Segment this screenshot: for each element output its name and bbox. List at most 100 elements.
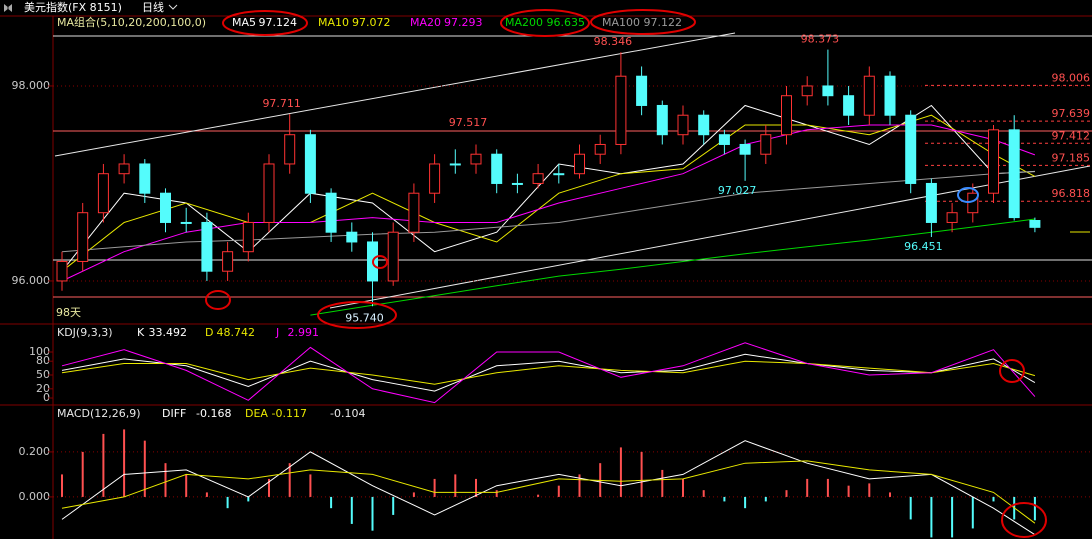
- y-tick-label: 50: [36, 368, 50, 381]
- macd-bar: [288, 463, 291, 497]
- price-annotation: 98.346: [594, 35, 633, 48]
- candle-body: [532, 173, 544, 184]
- macd-bar: [1033, 496, 1036, 521]
- indicator-line: [61, 124, 1036, 282]
- candle-body: [387, 231, 399, 282]
- macd-bar: [578, 474, 581, 497]
- price-annotation: 97.027: [718, 184, 757, 197]
- candle-body: [56, 260, 68, 282]
- switch-icon[interactable]: [4, 4, 12, 12]
- indicator-line: [61, 440, 1036, 536]
- macd-bar: [268, 478, 270, 497]
- macd-bar: [247, 496, 250, 502]
- macd-bar: [619, 447, 622, 497]
- highlight-circle: [957, 187, 979, 203]
- macd-bar: [537, 494, 540, 497]
- candle-body: [1008, 129, 1020, 219]
- candle-body: [160, 192, 171, 223]
- highlight-circle: [590, 9, 696, 35]
- period[interactable]: 日线: [142, 0, 164, 14]
- highlight-circle: [1001, 502, 1047, 538]
- macd-bar: [164, 463, 167, 497]
- legend-name: DEA: [245, 407, 268, 420]
- candle-body: [946, 212, 958, 223]
- price-annotation: 98.373: [801, 33, 840, 46]
- y-tick-label: 0.000: [19, 490, 51, 503]
- candle-body: [553, 173, 565, 176]
- candle-body: [180, 221, 192, 224]
- legend-name: MA200: [505, 16, 543, 29]
- highlight-circle: [222, 10, 308, 36]
- macd-bar: [868, 483, 871, 497]
- candle-body: [201, 221, 213, 272]
- candle-body: [263, 163, 275, 223]
- candle-body: [905, 114, 917, 184]
- macd-bar: [723, 496, 726, 502]
- y-tick-label: 20: [36, 382, 50, 395]
- legend-value: 33.492: [149, 326, 188, 339]
- indicator-title: MACD(12,26,9): [57, 407, 141, 420]
- legend-value: -0.104: [330, 407, 365, 420]
- legend-name: D: [205, 326, 213, 339]
- candle-body: [408, 192, 420, 233]
- macd-bar: [350, 496, 353, 524]
- macd-bar: [909, 496, 912, 520]
- level-label: 96.818: [1052, 187, 1091, 200]
- macd-bar: [806, 478, 809, 497]
- macd-bar: [702, 490, 705, 497]
- candle-body: [843, 95, 855, 116]
- price-annotation: 97.711: [262, 97, 301, 110]
- macd-bar: [392, 496, 395, 515]
- candle-body: [97, 173, 109, 214]
- macd-bar: [930, 496, 933, 538]
- macd-bar: [412, 492, 415, 497]
- candle-body: [781, 95, 792, 136]
- candle-body: [77, 212, 89, 262]
- macd-bar: [185, 474, 188, 497]
- macd-bar: [371, 496, 374, 531]
- macd-bar: [475, 478, 477, 497]
- indicator-line: [61, 114, 1036, 272]
- y-tick-label: 96.000: [12, 274, 51, 287]
- candle-body: [222, 251, 234, 272]
- legend-value: 2.991: [288, 326, 320, 339]
- footnote: 98天: [56, 306, 81, 319]
- indicator-title: KDJ(9,3,3): [57, 326, 113, 339]
- price-annotation: 96.451: [904, 240, 943, 253]
- dropdown-icon[interactable]: [168, 4, 178, 10]
- indicator-line: [61, 360, 1036, 385]
- candle-body: [139, 163, 151, 194]
- macd-bar: [454, 474, 457, 497]
- macd-bar: [205, 492, 208, 497]
- symbol[interactable]: 美元指数(FX 8151): [24, 0, 122, 14]
- candle-body: [967, 192, 979, 214]
- candle-body: [698, 114, 710, 136]
- legend-name: DIFF: [162, 407, 186, 420]
- macd-bar: [309, 474, 312, 497]
- indicator-line: [61, 342, 1036, 404]
- level-label: 98.006: [1052, 71, 1091, 84]
- candle-body: [822, 85, 834, 97]
- candle-body: [470, 153, 482, 165]
- macd-bar: [143, 440, 146, 497]
- candle-body: [677, 114, 689, 136]
- highlight-circle: [205, 290, 231, 310]
- candle-body: [884, 75, 896, 116]
- candle-body: [636, 75, 648, 106]
- legend-value: 97.293: [444, 16, 483, 29]
- candle-body: [304, 134, 316, 194]
- macd-bar: [744, 496, 747, 509]
- candle-body: [574, 153, 585, 175]
- legend-name: K: [137, 326, 145, 339]
- legend-value: -0.117: [272, 407, 307, 420]
- legend-value: -0.168: [196, 407, 231, 420]
- macd-bar: [61, 474, 63, 497]
- legend-value: 97.124: [259, 16, 298, 29]
- level-label: 97.185: [1052, 151, 1091, 164]
- y-tick-label: 80: [36, 354, 50, 367]
- candle-body: [449, 163, 461, 166]
- macd-bar: [661, 469, 664, 497]
